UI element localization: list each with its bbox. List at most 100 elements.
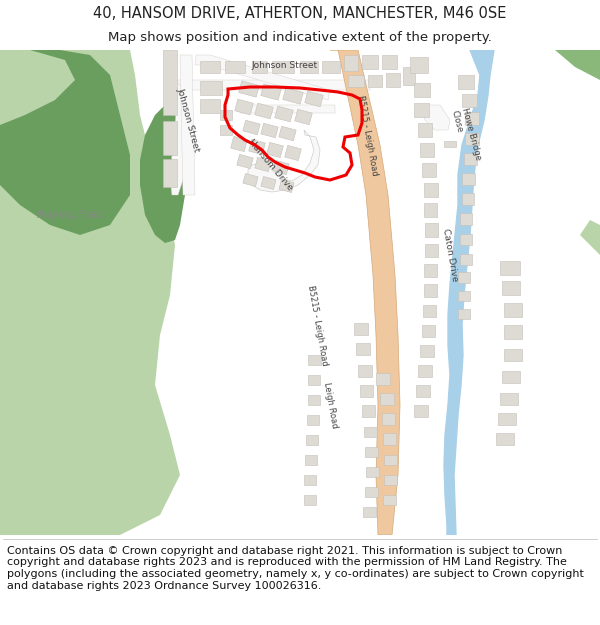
Bar	[235, 99, 253, 115]
Bar	[383, 495, 396, 505]
Bar	[358, 365, 372, 377]
Bar	[384, 475, 397, 485]
Bar	[424, 203, 437, 217]
Polygon shape	[330, 50, 400, 535]
Bar	[255, 158, 271, 172]
Polygon shape	[175, 80, 370, 90]
Bar	[356, 343, 370, 355]
Bar	[403, 67, 415, 85]
Bar	[462, 193, 474, 205]
Bar	[284, 146, 301, 161]
Bar	[382, 55, 397, 69]
Bar	[504, 349, 522, 361]
Bar	[496, 433, 514, 445]
Bar	[418, 123, 432, 137]
Polygon shape	[555, 50, 600, 80]
Bar	[458, 272, 470, 283]
Bar	[422, 325, 435, 337]
Bar	[414, 103, 429, 117]
Bar	[163, 159, 177, 187]
Bar	[255, 103, 273, 119]
Bar	[200, 99, 220, 113]
Bar	[365, 487, 378, 497]
Polygon shape	[170, 80, 190, 195]
Polygon shape	[570, 50, 600, 75]
Text: B5215 - Leigh Road: B5215 - Leigh Road	[356, 94, 380, 176]
Bar	[283, 88, 303, 104]
Bar	[420, 143, 434, 157]
Bar	[252, 61, 267, 73]
Bar	[423, 305, 436, 317]
Bar	[308, 355, 321, 365]
Bar	[275, 106, 293, 122]
Bar	[366, 467, 379, 477]
Bar	[362, 55, 378, 69]
Bar	[425, 223, 438, 237]
Polygon shape	[444, 50, 494, 535]
Bar	[261, 176, 276, 189]
Bar	[237, 154, 253, 169]
Bar	[444, 141, 456, 147]
Bar	[304, 475, 316, 485]
Bar	[425, 244, 438, 257]
Bar	[306, 435, 318, 445]
Bar	[422, 163, 436, 177]
Bar	[305, 455, 317, 465]
Text: Leigh Road: Leigh Road	[322, 381, 338, 429]
Text: Caton Drive: Caton Drive	[441, 228, 459, 282]
Bar	[200, 61, 220, 73]
Bar	[348, 75, 364, 87]
Bar	[424, 284, 437, 297]
Bar	[414, 405, 428, 417]
Bar	[261, 84, 281, 100]
Bar	[504, 303, 522, 317]
Polygon shape	[248, 130, 320, 192]
Bar	[295, 109, 312, 125]
Polygon shape	[0, 50, 180, 535]
Bar	[272, 61, 294, 73]
Bar	[462, 173, 475, 185]
Bar	[460, 254, 472, 265]
Text: Contains OS data © Crown copyright and database right 2021. This information is : Contains OS data © Crown copyright and d…	[7, 546, 584, 591]
Text: B5215 - Leigh Road: B5215 - Leigh Road	[307, 284, 329, 366]
Text: Playing Field: Playing Field	[37, 210, 103, 220]
Bar	[279, 179, 294, 192]
Polygon shape	[420, 105, 450, 130]
Bar	[308, 395, 320, 405]
Bar	[239, 81, 259, 97]
Bar	[363, 507, 376, 517]
Polygon shape	[240, 105, 335, 113]
Bar	[460, 234, 472, 245]
Bar	[220, 110, 232, 120]
Bar	[410, 57, 428, 73]
Bar	[465, 112, 479, 125]
Bar	[458, 291, 470, 301]
Bar	[414, 83, 430, 97]
Bar	[225, 61, 245, 73]
Bar	[307, 415, 319, 425]
Bar	[308, 375, 320, 385]
Bar	[376, 373, 390, 385]
Bar	[424, 183, 438, 197]
Bar	[364, 427, 377, 437]
Bar	[200, 81, 222, 95]
Polygon shape	[180, 55, 195, 195]
Bar	[464, 153, 477, 165]
Bar	[230, 136, 247, 152]
Bar	[344, 55, 358, 71]
Bar	[424, 264, 437, 277]
Bar	[383, 433, 396, 445]
Bar	[420, 345, 434, 357]
Text: Hansom Drive: Hansom Drive	[246, 138, 294, 192]
Bar	[502, 371, 520, 383]
Bar	[243, 120, 260, 135]
Bar	[500, 261, 520, 275]
Bar	[163, 121, 177, 155]
Bar	[266, 142, 283, 158]
Bar	[368, 75, 382, 87]
Bar	[382, 413, 395, 425]
Bar	[354, 323, 368, 335]
Polygon shape	[0, 50, 50, 115]
Bar	[504, 325, 522, 339]
Bar	[261, 123, 278, 138]
